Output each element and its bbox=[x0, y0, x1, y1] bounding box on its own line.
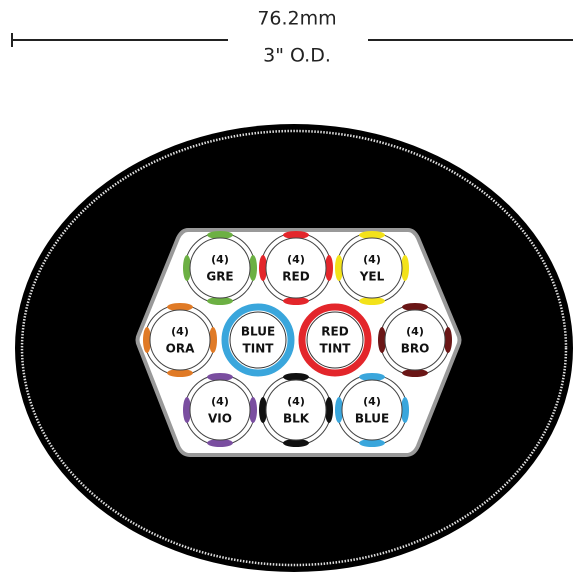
color-stripe bbox=[259, 397, 267, 423]
color-stripe bbox=[359, 373, 385, 381]
cell-label: BLK bbox=[283, 412, 310, 426]
color-stripe bbox=[207, 297, 233, 305]
color-stripe bbox=[167, 303, 193, 311]
color-stripe bbox=[359, 439, 385, 447]
cell-count: (4) bbox=[406, 325, 424, 338]
cell-count: (4) bbox=[363, 253, 381, 266]
tint-label: TINT bbox=[243, 342, 275, 356]
cell-count: (4) bbox=[287, 253, 305, 266]
cell-label: ORA bbox=[166, 342, 195, 356]
cell-count: (4) bbox=[287, 395, 305, 408]
color-stripe bbox=[402, 369, 428, 377]
cell-inner bbox=[149, 309, 211, 371]
cell-count: (4) bbox=[363, 395, 381, 408]
color-stripe bbox=[207, 439, 233, 447]
color-stripe bbox=[183, 397, 191, 423]
cell-label: GRE bbox=[206, 270, 233, 284]
tint-inner bbox=[229, 311, 287, 369]
cell-inner bbox=[189, 237, 251, 299]
cell-inner bbox=[265, 237, 327, 299]
color-stripe bbox=[401, 397, 409, 423]
color-stripe bbox=[401, 255, 409, 281]
color-stripe bbox=[259, 255, 267, 281]
color-stripe bbox=[402, 303, 428, 311]
color-stripe bbox=[167, 369, 193, 377]
color-stripe bbox=[444, 327, 452, 353]
color-stripe bbox=[283, 231, 309, 239]
cell-inner bbox=[341, 379, 403, 441]
cell-count: (4) bbox=[211, 395, 229, 408]
cell-label: BLUE bbox=[355, 412, 389, 426]
color-stripe bbox=[283, 297, 309, 305]
color-stripe bbox=[207, 231, 233, 239]
tint-ring bbox=[298, 303, 372, 377]
jacket-shield bbox=[20, 129, 568, 567]
cell-inner bbox=[341, 237, 403, 299]
color-stripe bbox=[359, 231, 385, 239]
color-stripe bbox=[249, 397, 257, 423]
color-stripe bbox=[378, 327, 386, 353]
color-stripe bbox=[143, 327, 151, 353]
color-stripe bbox=[359, 297, 385, 305]
cell-label: BRO bbox=[401, 342, 430, 356]
color-stripe bbox=[183, 255, 191, 281]
color-stripe bbox=[325, 255, 333, 281]
color-stripe bbox=[335, 397, 343, 423]
color-stripe bbox=[335, 255, 343, 281]
dimension-metric: 76.2mm bbox=[257, 8, 336, 30]
color-stripe bbox=[283, 373, 309, 381]
tint-ring bbox=[221, 303, 295, 377]
cell-inner bbox=[189, 379, 251, 441]
color-stripe bbox=[249, 255, 257, 281]
color-stripe bbox=[283, 439, 309, 447]
cell-inner bbox=[384, 309, 446, 371]
tint-inner bbox=[306, 311, 364, 369]
dimension-imperial: 3" O.D. bbox=[263, 45, 331, 67]
color-stripe bbox=[325, 397, 333, 423]
cell-inner bbox=[265, 379, 327, 441]
tint-label: TINT bbox=[320, 342, 352, 356]
tint-label: BLUE bbox=[241, 325, 275, 339]
color-stripe bbox=[209, 327, 217, 353]
color-stripe bbox=[207, 373, 233, 381]
tint-label: RED bbox=[321, 325, 348, 339]
cell-count: (4) bbox=[171, 325, 189, 338]
cell-label: VIO bbox=[208, 412, 232, 426]
cell-label: RED bbox=[282, 270, 309, 284]
cell-count: (4) bbox=[211, 253, 229, 266]
cell-label: YEL bbox=[359, 270, 385, 284]
